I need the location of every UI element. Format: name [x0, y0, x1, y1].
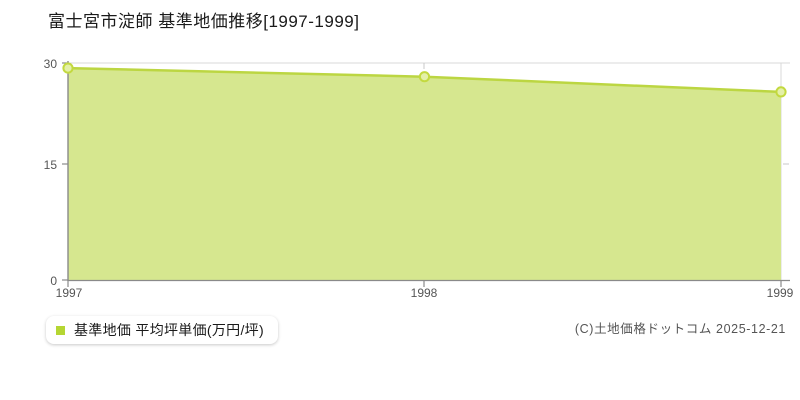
y-axis-tick-label-15: 15 — [44, 158, 58, 172]
data-point-marker[interactable] — [418, 71, 431, 83]
x-axis-tick-label-1997: 1997 — [56, 286, 83, 300]
series-area-fill — [68, 68, 781, 280]
x-axis-tick-label-1998: 1998 — [411, 286, 438, 300]
axes — [62, 61, 790, 287]
y-axis-tick-label-0: 0 — [50, 274, 57, 288]
x-axis-tick-label-1999: 1999 — [767, 286, 794, 300]
legend-item-label: 基準地価 平均坪単価(万円/坪) — [74, 322, 264, 338]
y-axis-tick-label-30: 30 — [44, 57, 58, 71]
data-point-markers — [62, 62, 787, 98]
data-point-marker[interactable] — [775, 86, 787, 98]
data-point-marker[interactable] — [62, 62, 74, 74]
chart-title: 富士宮市淀師 基準地価推移[1997-1999] — [48, 12, 360, 31]
chart-legend[interactable]: 基準地価 平均坪単価(万円/坪) — [46, 316, 278, 344]
copyright-credit: (C)土地価格ドットコム 2025-12-21 — [574, 322, 786, 336]
legend-color-swatch — [56, 325, 65, 335]
